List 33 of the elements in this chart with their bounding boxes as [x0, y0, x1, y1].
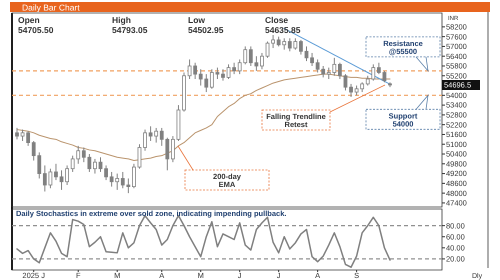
candlestick	[120, 171, 125, 189]
annotation: 54705.50	[18, 25, 54, 35]
candlestick	[76, 145, 80, 164]
candlestick	[371, 64, 376, 82]
candlestick	[248, 46, 253, 66]
candlestick	[32, 140, 36, 162]
annotation: 54502.95	[188, 25, 224, 35]
candlestick	[288, 38, 292, 52]
candlestick	[70, 155, 75, 172]
candlestick	[360, 82, 364, 93]
chart-title: Daily Bar Chart	[22, 2, 80, 12]
candlestick	[154, 127, 158, 144]
annotation: Close	[265, 15, 288, 25]
candlestick	[238, 58, 242, 75]
annotation: Low	[188, 15, 206, 25]
candlestick	[37, 152, 42, 179]
annotation: Open	[18, 15, 40, 25]
candlestick	[326, 67, 331, 80]
candlestick	[282, 38, 286, 50]
candlestick	[42, 164, 47, 192]
candlestick	[366, 75, 370, 86]
candlestick	[332, 57, 336, 76]
candlestick	[204, 74, 208, 93]
candlestick	[126, 178, 130, 194]
candlestick	[115, 173, 120, 190]
candlestick	[198, 68, 203, 86]
candlestick	[321, 65, 326, 78]
candlestick	[243, 46, 248, 65]
candlestick	[276, 36, 281, 47]
candlestick	[165, 137, 170, 171]
annotation: High	[112, 15, 131, 25]
candlestick	[82, 146, 86, 163]
annotation: 54793.05	[112, 25, 148, 35]
